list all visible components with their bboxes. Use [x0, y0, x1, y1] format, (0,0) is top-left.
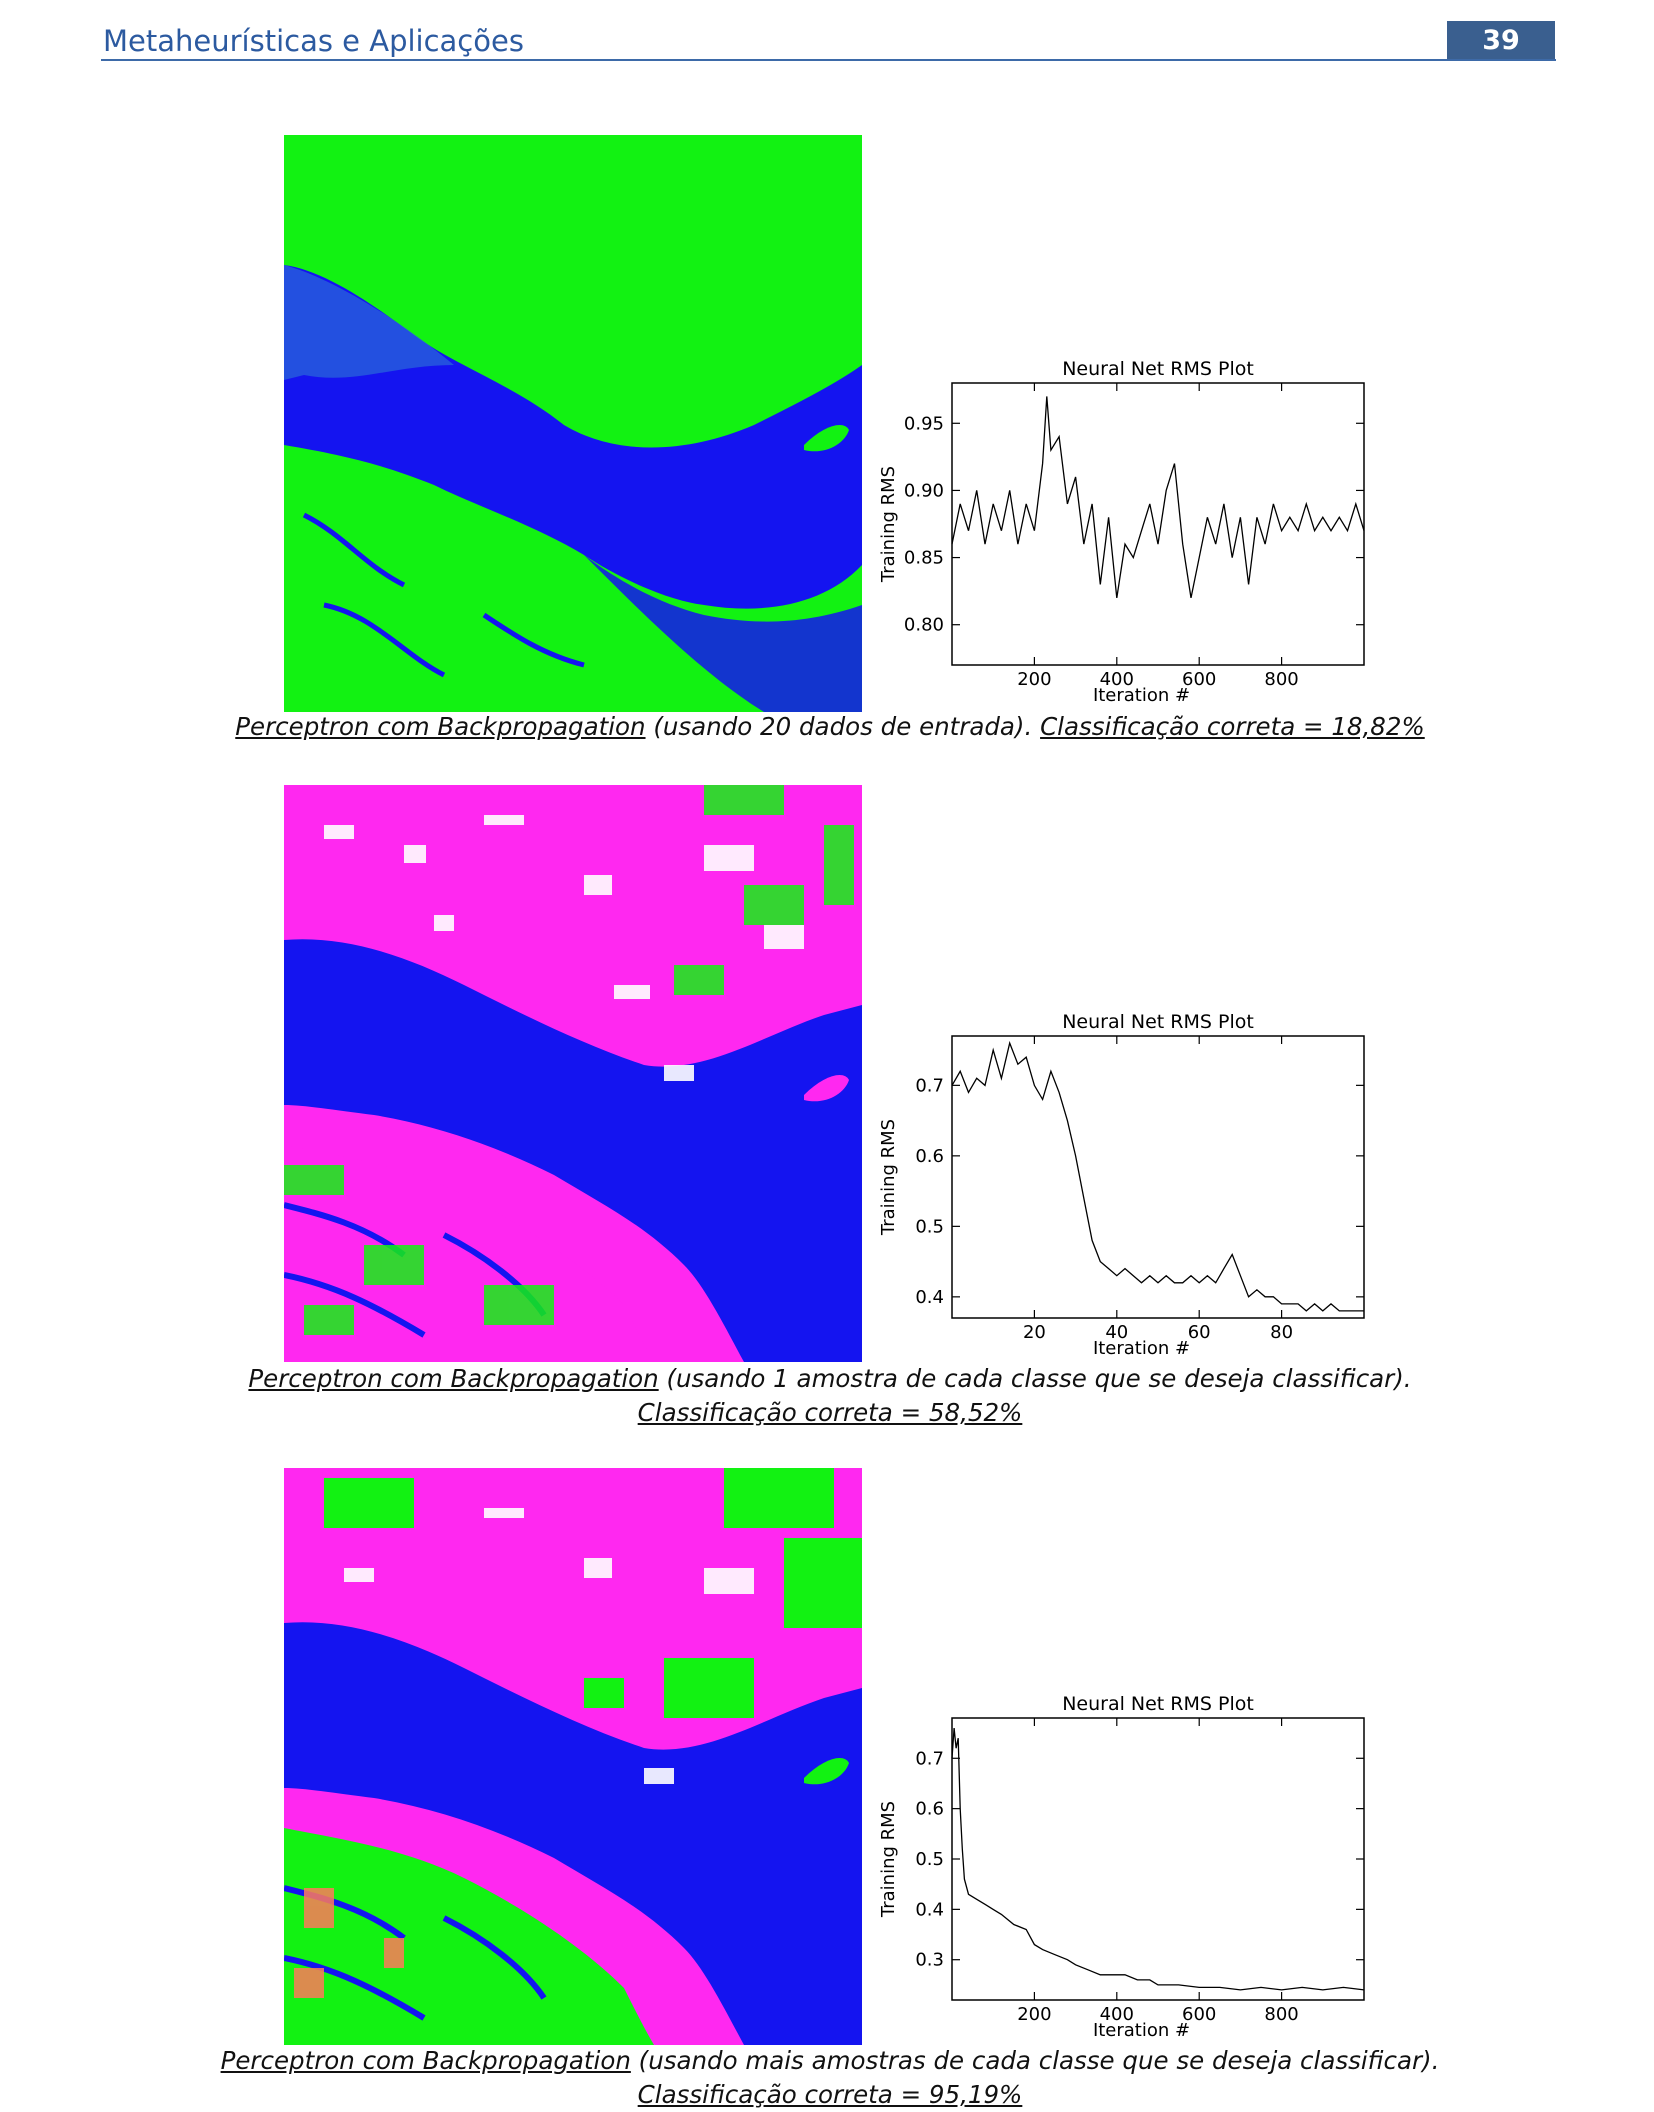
caption-result-2: Classificação correta = 58,52% — [637, 1398, 1023, 1427]
plot-frame — [951, 1717, 1365, 2001]
rms-chart-3: Neural Net RMS Plot 0.3 0.4 0.5 0.6 0.7 200 400… — [870, 1690, 1390, 2052]
y-axis-label: Training RMS — [878, 1801, 899, 1918]
rms-chart-1: Neural Net RMS Plot 0.80 0.85 0.90 0.95 200 40… — [870, 355, 1390, 717]
classified-map-3 — [284, 1468, 862, 2045]
x-tick-label: 80 — [1270, 1322, 1293, 1343]
y-tick-label: 0.5 — [915, 1849, 944, 1870]
y-tick-label: 0.85 — [904, 548, 944, 569]
x-tick-label: 200 — [1017, 2004, 1051, 2025]
caption-method-2: Perceptron com Backpropagation — [248, 1364, 659, 1393]
plot-frame — [951, 382, 1365, 666]
y-tick-label: 0.4 — [915, 1287, 944, 1308]
caption-detail-3: (usando mais amostras de cada classe que… — [630, 2046, 1440, 2075]
y-tick-label: 0.95 — [904, 413, 944, 434]
chart-title: Neural Net RMS Plot — [1062, 1011, 1254, 1033]
classified-map-2 — [284, 785, 862, 1362]
x-tick-label: 400 — [1100, 2004, 1134, 2025]
chart-title: Neural Net RMS Plot — [1062, 358, 1254, 380]
x-axis-label: Iteration # — [1093, 685, 1190, 706]
chart-title: Neural Net RMS Plot — [1062, 1693, 1254, 1715]
y-tick-label: 0.5 — [915, 1216, 944, 1237]
x-axis-label: Iteration # — [1093, 1338, 1190, 1359]
caption-detail-1: (usando 20 dados de entrada). — [645, 712, 1041, 741]
caption-result-1: Classificação correta = 18,82% — [1040, 712, 1425, 741]
rms-chart-3-svg: Neural Net RMS Plot 0.3 0.4 0.5 0.6 0.7 200 400… — [878, 1693, 1365, 2041]
page-number-badge: 39 — [1447, 21, 1555, 61]
header-title: Metaheurísticas e Aplicações — [103, 24, 524, 58]
classified-map-1 — [284, 135, 862, 712]
x-tick-label: 60 — [1188, 1322, 1211, 1343]
rms-chart-1-svg: Neural Net RMS Plot 0.80 0.85 0.90 0.95 200 40… — [878, 358, 1365, 706]
y-tick-label: 0.4 — [915, 1899, 944, 1920]
x-tick-label: 200 — [1017, 669, 1051, 690]
x-tick-label: 20 — [1023, 1322, 1046, 1343]
y-axis-label: Training RMS — [878, 1119, 899, 1236]
y-tick-label: 0.80 — [904, 615, 944, 636]
x-axis-label: Iteration # — [1093, 2020, 1190, 2041]
figure-caption-3: Perceptron com Backpropagation (usando m… — [180, 2044, 1480, 2112]
rms-series-line — [951, 396, 1365, 599]
rms-series-line — [951, 1040, 1364, 1312]
x-tick-label: 800 — [1264, 2004, 1298, 2025]
caption-result-3: Classificação correta = 95,19% — [637, 2080, 1023, 2109]
figure-caption-1: Perceptron com Backpropagation (usando 2… — [180, 710, 1480, 744]
caption-detail-2: (usando 1 amostra de cada classe que se … — [658, 1364, 1412, 1393]
rms-series-line — [951, 1728, 1365, 1991]
x-tick-label: 600 — [1182, 2004, 1216, 2025]
plot-frame — [951, 1035, 1365, 1319]
caption-method-3: Perceptron com Backpropagation — [220, 2046, 631, 2075]
x-tick-label: 400 — [1100, 669, 1134, 690]
rms-chart-2-svg: Neural Net RMS Plot 0.4 0.5 0.6 0.7 20 40 60 80 I… — [878, 1011, 1365, 1359]
y-tick-label: 0.90 — [904, 480, 944, 501]
y-tick-label: 0.7 — [915, 1748, 944, 1769]
caption-method-1: Perceptron com Backpropagation — [235, 712, 646, 741]
y-tick-label: 0.6 — [915, 1799, 944, 1820]
x-tick-label: 40 — [1105, 1322, 1128, 1343]
rms-chart-2: Neural Net RMS Plot 0.4 0.5 0.6 0.7 20 40 60 80 I… — [870, 1008, 1390, 1370]
y-axis-label: Training RMS — [878, 466, 899, 583]
x-tick-label: 600 — [1182, 669, 1216, 690]
x-tick-label: 800 — [1264, 669, 1298, 690]
y-tick-label: 0.7 — [915, 1075, 944, 1096]
y-tick-label: 0.3 — [915, 1950, 944, 1971]
y-tick-label: 0.6 — [915, 1146, 944, 1167]
header-rule — [101, 59, 1556, 61]
figure-caption-2: Perceptron com Backpropagation (usando 1… — [180, 1362, 1480, 1430]
